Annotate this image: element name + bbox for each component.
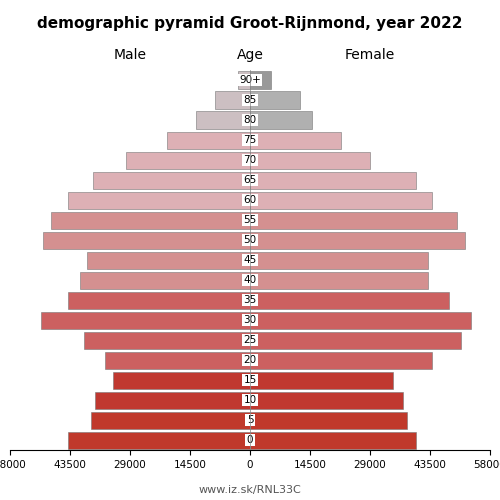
Bar bbox=[80, 272, 250, 288]
Bar bbox=[238, 72, 250, 88]
Bar bbox=[250, 232, 465, 248]
Bar bbox=[167, 132, 250, 148]
Text: Age: Age bbox=[236, 48, 264, 62]
Bar bbox=[250, 412, 407, 428]
Bar bbox=[250, 352, 432, 368]
Bar bbox=[250, 72, 270, 88]
Bar bbox=[68, 192, 250, 208]
Bar bbox=[250, 112, 312, 128]
Text: Male: Male bbox=[114, 48, 146, 62]
Bar bbox=[41, 312, 250, 328]
Bar bbox=[250, 172, 416, 188]
Text: 35: 35 bbox=[244, 295, 256, 305]
Bar bbox=[105, 352, 250, 368]
Bar bbox=[250, 192, 432, 208]
Bar bbox=[196, 112, 250, 128]
Bar bbox=[84, 332, 250, 348]
Text: www.iz.sk/RNL33C: www.iz.sk/RNL33C bbox=[198, 485, 302, 495]
Text: 55: 55 bbox=[244, 215, 256, 225]
Text: 50: 50 bbox=[244, 235, 256, 245]
Bar bbox=[86, 252, 250, 268]
Text: 20: 20 bbox=[244, 355, 256, 365]
Text: Female: Female bbox=[345, 48, 395, 62]
Bar bbox=[250, 372, 393, 388]
Bar bbox=[90, 412, 250, 428]
Bar bbox=[250, 212, 457, 228]
Text: 15: 15 bbox=[244, 375, 256, 385]
Bar bbox=[68, 432, 250, 448]
Bar bbox=[93, 172, 250, 188]
Bar bbox=[250, 332, 461, 348]
Bar bbox=[250, 312, 472, 328]
Bar bbox=[215, 92, 250, 108]
Bar bbox=[250, 252, 428, 268]
Bar bbox=[126, 152, 250, 168]
Bar bbox=[250, 92, 300, 108]
Text: 40: 40 bbox=[244, 275, 256, 285]
Bar bbox=[43, 232, 250, 248]
Bar bbox=[250, 292, 448, 308]
Bar bbox=[68, 292, 250, 308]
Text: 30: 30 bbox=[244, 315, 256, 325]
Text: 70: 70 bbox=[244, 155, 256, 165]
Text: 45: 45 bbox=[244, 255, 256, 265]
Bar bbox=[95, 392, 250, 408]
Bar bbox=[114, 372, 250, 388]
Text: 5: 5 bbox=[246, 415, 254, 425]
Text: 25: 25 bbox=[244, 335, 256, 345]
Text: 75: 75 bbox=[244, 135, 256, 145]
Title: demographic pyramid Groot-Rijnmond, year 2022: demographic pyramid Groot-Rijnmond, year… bbox=[37, 16, 463, 32]
Text: 80: 80 bbox=[244, 115, 256, 125]
Bar bbox=[250, 152, 370, 168]
Text: 60: 60 bbox=[244, 195, 256, 205]
Bar bbox=[250, 272, 428, 288]
Bar bbox=[52, 212, 250, 228]
Text: 10: 10 bbox=[244, 395, 256, 405]
Text: 90+: 90+ bbox=[239, 75, 261, 85]
Text: 65: 65 bbox=[244, 175, 256, 185]
Bar bbox=[250, 392, 403, 408]
Bar bbox=[250, 432, 416, 448]
Bar bbox=[250, 132, 341, 148]
Text: 85: 85 bbox=[244, 95, 256, 105]
Text: 0: 0 bbox=[247, 435, 254, 445]
